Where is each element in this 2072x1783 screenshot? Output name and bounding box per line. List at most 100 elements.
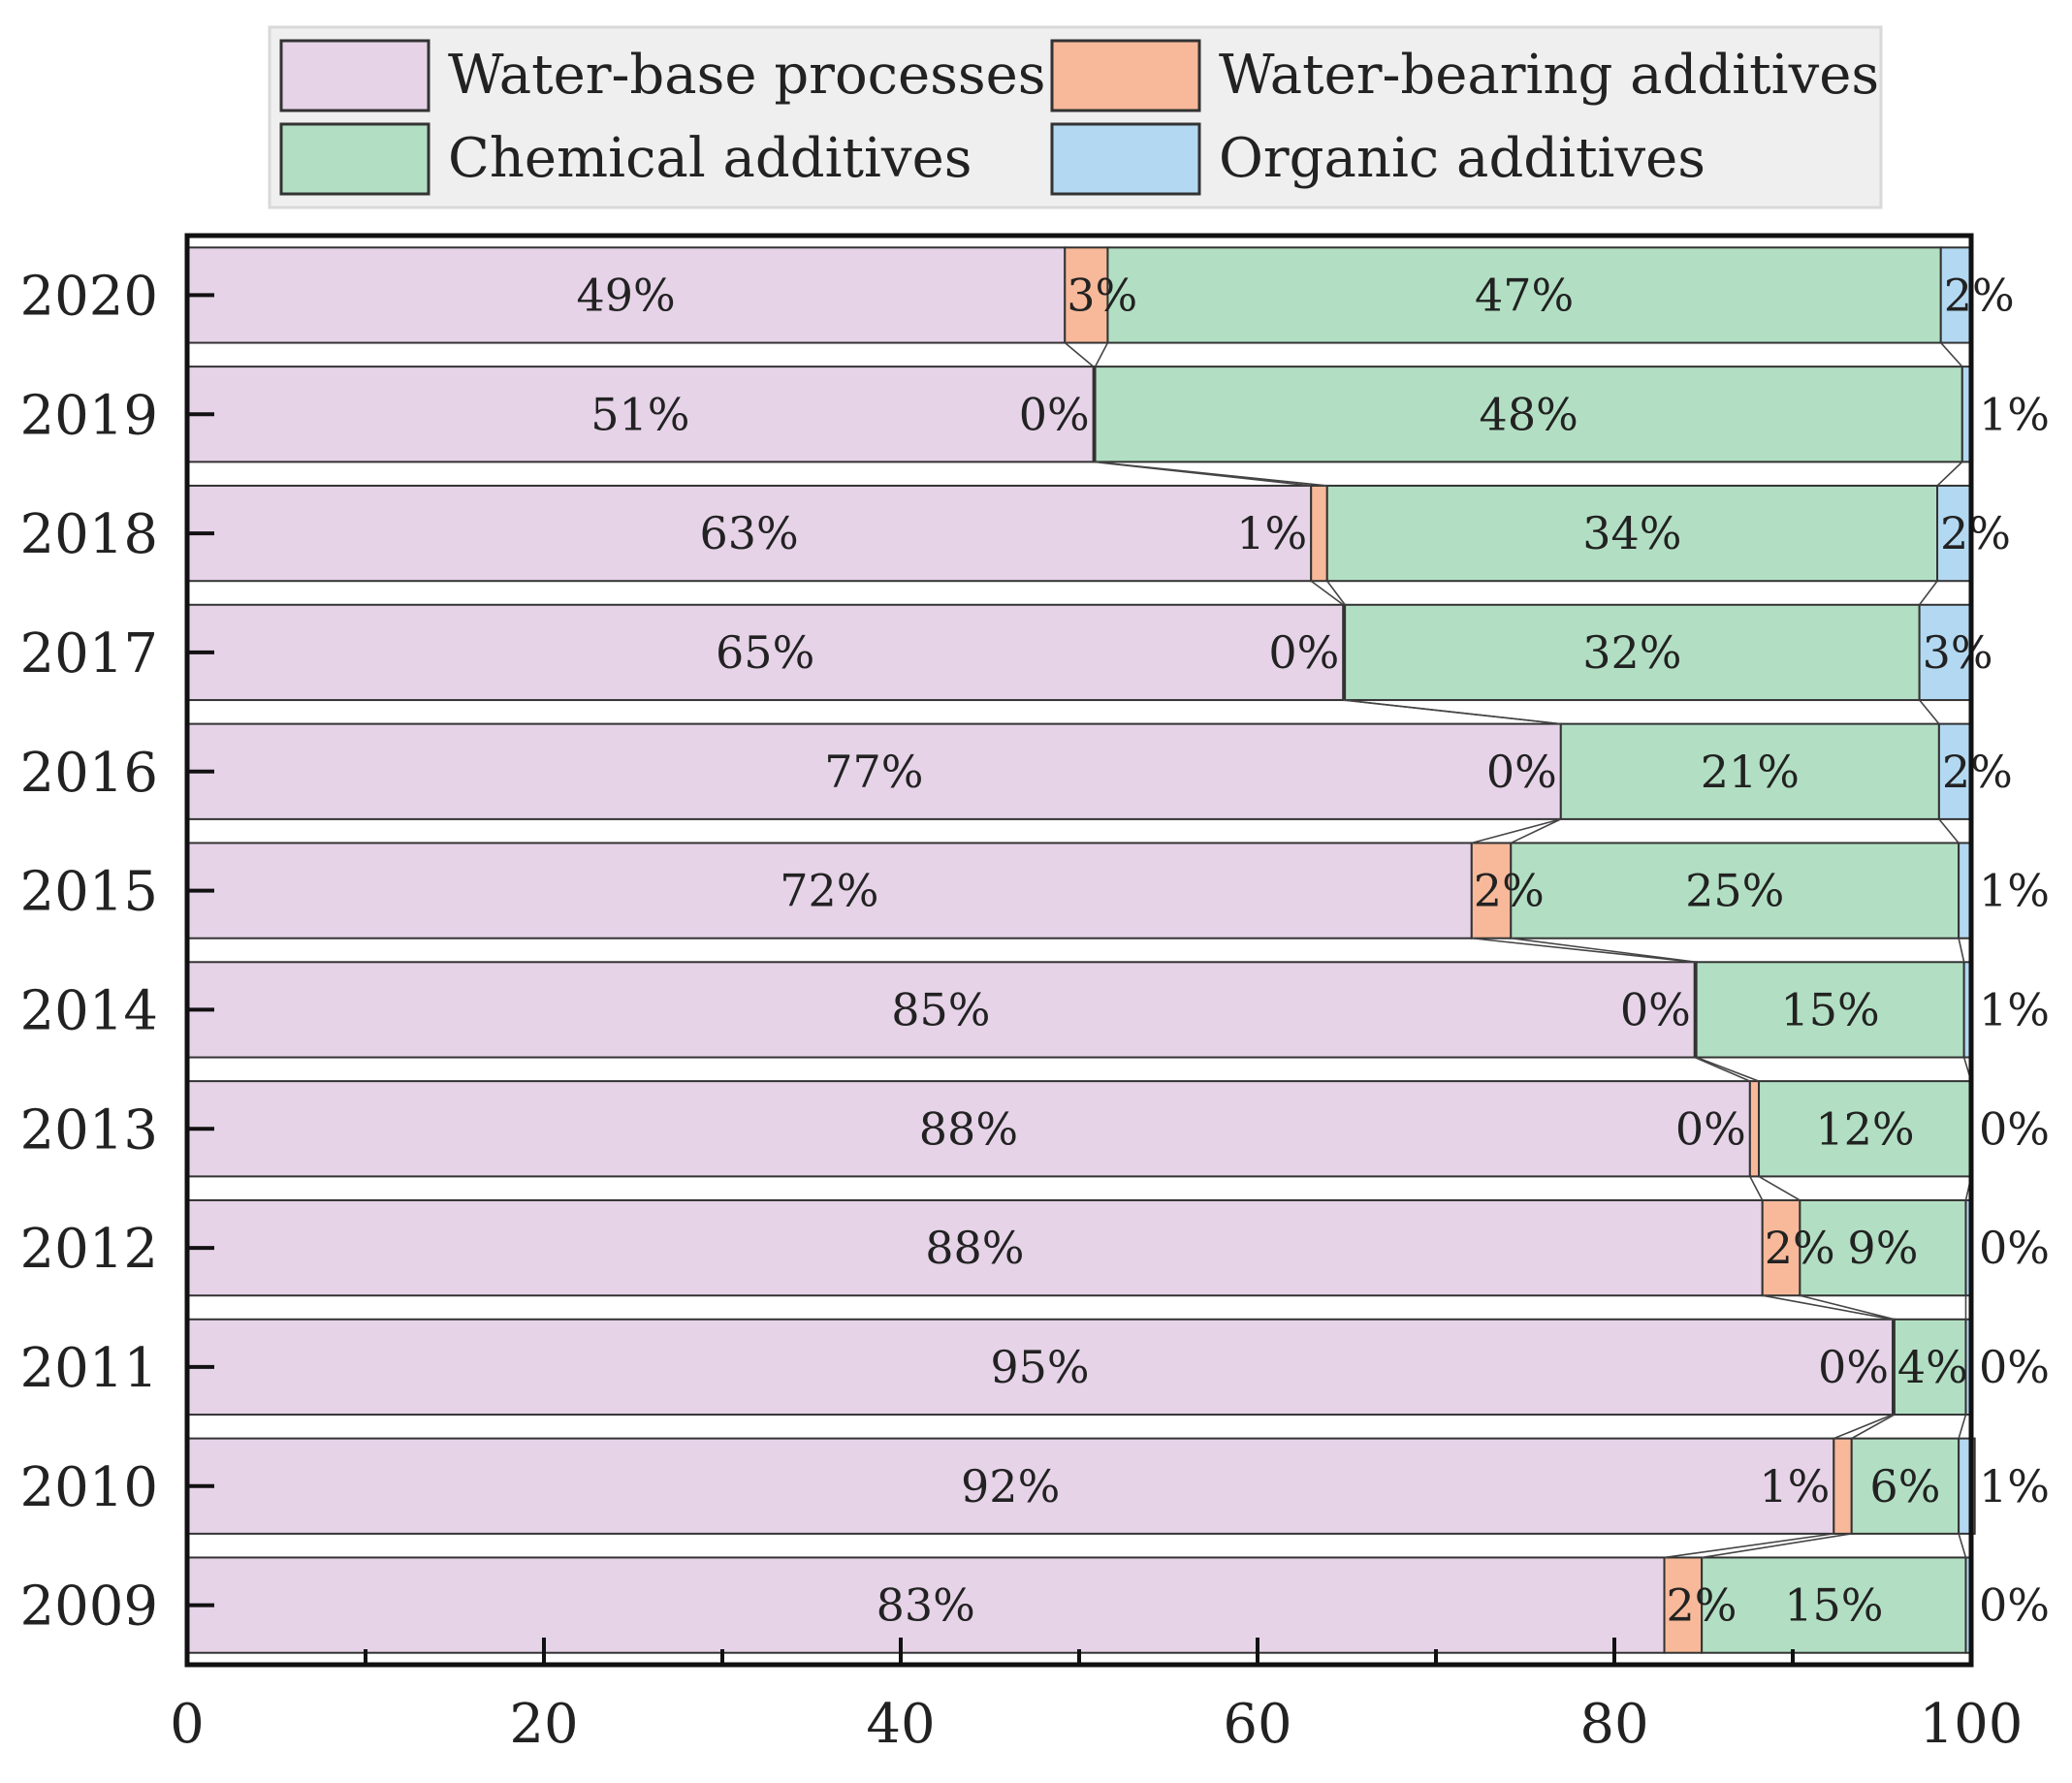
- data-label: 49%: [577, 269, 676, 321]
- bar-segment: [186, 246, 1067, 344]
- legend-swatch: [279, 39, 430, 112]
- connector-line: [1511, 937, 1697, 964]
- y-tick-label: 2018: [19, 503, 158, 566]
- connectors: [1064, 341, 1972, 1559]
- connector-line: [1510, 818, 1562, 844]
- data-label: 1%: [1979, 1460, 2050, 1512]
- x-tick-label: 100: [1920, 1693, 2024, 1756]
- y-tick-label: 2015: [19, 861, 158, 924]
- data-label: 1%: [1979, 865, 2050, 917]
- legend-label: Water-base processes: [448, 44, 1046, 107]
- bar-segment: [1325, 484, 1939, 583]
- data-label: 0%: [1979, 1222, 2050, 1274]
- x-tick-label: 60: [1223, 1693, 1291, 1756]
- connector-line: [1694, 1056, 1751, 1082]
- bar-segment: [1310, 484, 1328, 583]
- bar-segment: [186, 961, 1696, 1059]
- bar-segment: [1663, 1556, 1704, 1654]
- y-tick-label: 2019: [19, 384, 158, 447]
- connector-line: [1471, 937, 1695, 964]
- data-label: 0%: [1979, 1341, 2050, 1393]
- legend-label: Chemical additives: [448, 127, 972, 190]
- data-label: 83%: [877, 1579, 975, 1632]
- bar-segment: [1064, 246, 1109, 344]
- bar-segment: [186, 1556, 1666, 1654]
- legend: Water-base processes Water-bearing additi…: [268, 25, 1883, 209]
- y-tick-label: 2009: [19, 1576, 158, 1639]
- data-label: 0%: [1675, 1102, 1746, 1155]
- y-tick-label: 2014: [19, 979, 158, 1042]
- y-tick-label: 2011: [19, 1337, 158, 1400]
- bar-segment: [1094, 366, 1963, 463]
- bar-segment: [1758, 1080, 1973, 1178]
- data-label: 88%: [919, 1102, 1018, 1155]
- bar-segment: [186, 722, 1562, 820]
- data-label: 15%: [1784, 1579, 1883, 1632]
- connector-line: [1940, 342, 1963, 367]
- legend-label: Water-bearing additives: [1219, 44, 1879, 107]
- data-label: 2%: [1765, 1222, 1835, 1274]
- data-label: 0%: [1019, 388, 1090, 440]
- connector-line: [1064, 341, 1095, 367]
- data-label: 48%: [1480, 388, 1578, 440]
- y-tick-label: 2017: [19, 622, 158, 685]
- connector-line: [1936, 461, 1963, 487]
- data-label: 0%: [1268, 626, 1339, 679]
- data-label: 2%: [1474, 865, 1545, 917]
- connector-line: [1749, 1176, 1764, 1201]
- data-label: 15%: [1781, 983, 1880, 1035]
- y-tick-label: 2012: [19, 1218, 158, 1281]
- data-label: 85%: [891, 983, 990, 1035]
- connector-line: [1958, 1414, 1967, 1439]
- connector-line: [1095, 461, 1327, 487]
- connector-line: [1800, 1294, 1896, 1321]
- data-label: 92%: [961, 1460, 1060, 1512]
- data-label: 65%: [716, 626, 814, 679]
- data-label: 21%: [1701, 746, 1800, 798]
- data-label: 77%: [824, 746, 923, 798]
- data-label: 51%: [590, 388, 689, 440]
- bar-segment: [1748, 1080, 1761, 1178]
- connector-line: [1833, 1414, 1894, 1440]
- legend-swatch: [1050, 39, 1201, 112]
- bar-segment: [1106, 246, 1942, 344]
- connector-line: [1471, 818, 1562, 844]
- connector-line: [1326, 580, 1346, 606]
- data-label: 2%: [1944, 269, 2015, 321]
- data-label: 0%: [1818, 1341, 1889, 1393]
- legend-swatch: [1050, 122, 1201, 196]
- data-label: 1%: [1236, 507, 1307, 559]
- y-tick-label: 2013: [19, 1098, 158, 1162]
- bars: [186, 246, 1976, 1654]
- data-label: 34%: [1582, 507, 1681, 559]
- data-label: 63%: [699, 507, 798, 559]
- data-label: 95%: [990, 1341, 1089, 1393]
- bar-segment: [186, 1198, 1764, 1297]
- connector-line: [1762, 1294, 1894, 1321]
- connector-line: [1758, 1175, 1801, 1201]
- bar-segment: [1893, 1318, 1967, 1417]
- bar-segment: [1695, 961, 1965, 1059]
- axes: 2020 2019 2018 2017 2016 2015 2014 2013 2012 2011…: [19, 233, 2024, 1756]
- data-label: 3%: [1923, 626, 1993, 679]
- bar-segment: [1918, 603, 1973, 702]
- bar-segment: [1939, 246, 1972, 344]
- data-label: 3%: [1067, 269, 1137, 321]
- bar-segment: [186, 603, 1345, 702]
- connector-line: [1851, 1414, 1896, 1440]
- bar-segment: [1559, 722, 1940, 820]
- bar-segment: [1833, 1437, 1853, 1535]
- x-tick-label: 20: [509, 1693, 578, 1756]
- x-tick-label: 40: [866, 1693, 935, 1756]
- data-label: 25%: [1685, 865, 1784, 917]
- data-label: 1%: [1979, 983, 2050, 1035]
- data-label: 0%: [1979, 1102, 2050, 1155]
- bar-segment: [186, 484, 1313, 583]
- bar-segment: [1470, 842, 1513, 939]
- legend-label: Organic additives: [1219, 127, 1705, 190]
- data-label: 72%: [780, 865, 878, 917]
- data-label: 12%: [1815, 1102, 1914, 1155]
- connector-line: [1938, 818, 1960, 844]
